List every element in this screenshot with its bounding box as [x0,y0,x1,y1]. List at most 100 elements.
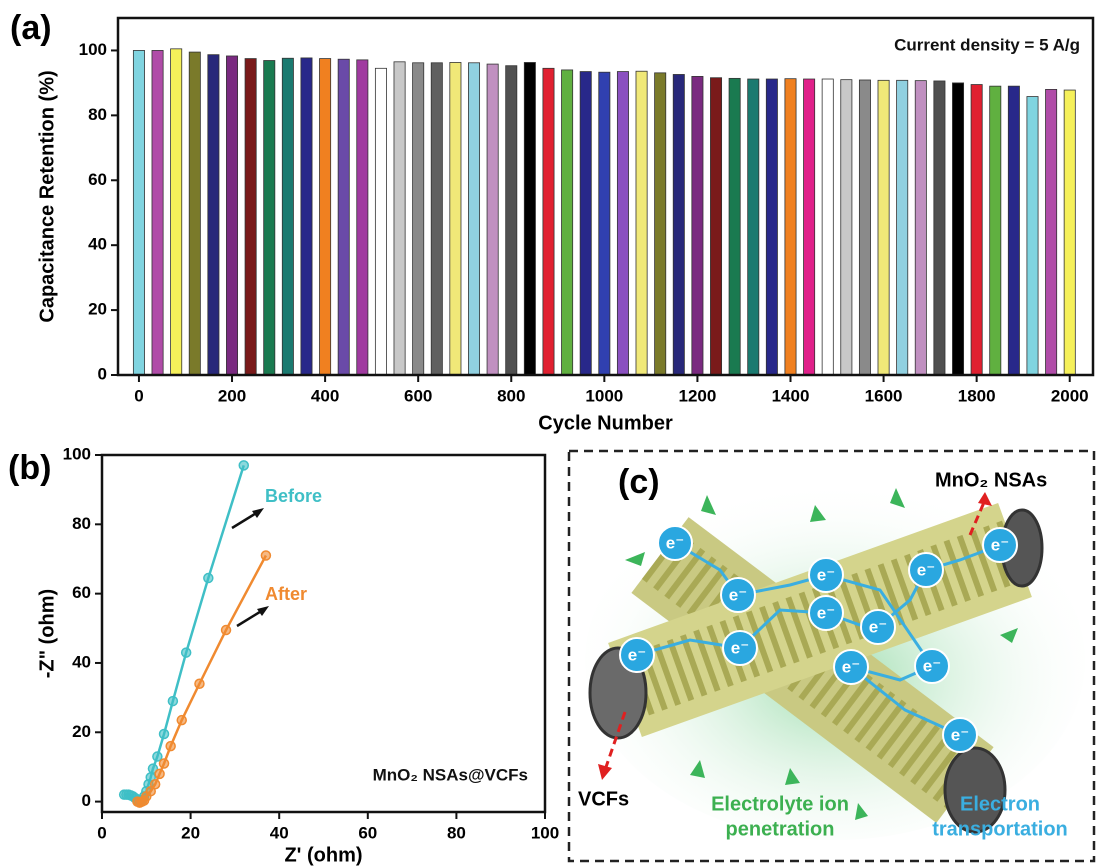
bar [803,78,816,376]
bar [1026,96,1039,376]
bar [486,63,499,376]
y-tick-label: 80 [72,514,91,533]
bar [523,62,536,376]
y-tick-label: 80 [88,105,107,124]
electron-label: e⁻ [666,533,684,552]
bar [952,82,965,376]
bar [598,71,611,376]
point [260,550,272,561]
electron [657,525,693,561]
x-tick-label: 0 [134,386,143,405]
panel-label: (c) [618,463,660,501]
bar [747,78,760,376]
bar [281,57,294,376]
electron-label: e⁻ [917,560,935,579]
electron [722,630,758,666]
x-axis-label: Cycle Number [538,412,673,434]
point [238,460,250,471]
ion-arrows [625,488,1018,820]
x-tick-label: 100 [531,823,559,842]
bar [784,78,797,376]
electron [833,649,869,685]
point [167,695,179,707]
bar [151,50,164,376]
bar [914,80,927,376]
bar [263,60,276,376]
point [149,779,161,790]
transport-label: Electron [960,793,1040,815]
point [176,714,187,726]
bar [877,79,890,376]
electron [720,577,756,613]
bar [542,67,555,376]
bar [561,69,574,376]
x-tick-label: 200 [218,386,246,405]
annotation: Current density = 5 A/g [894,35,1080,54]
arrow-head [252,508,264,518]
panel-label: (a) [10,9,52,47]
bar [654,72,667,376]
bar [244,58,257,376]
bar [1063,89,1076,376]
arrow-head [978,492,992,506]
electron-label: e⁻ [817,565,835,584]
bar [430,62,443,376]
electron [619,637,655,673]
electron-label: e⁻ [923,656,941,675]
y-tick-label: 60 [72,583,91,602]
panel-label: (b) [8,449,51,487]
bar [356,59,369,376]
bar [300,57,313,376]
point [158,758,170,769]
bar [616,71,629,376]
x-tick-label: 20 [181,823,200,842]
bar [449,62,462,376]
bar [579,71,592,376]
y-tick-label: 0 [82,791,91,810]
electron [982,527,1018,563]
bar [393,61,406,376]
y-tick-label: 20 [72,722,91,741]
y-tick-label: 20 [88,300,107,319]
x-tick-label: 400 [311,386,339,405]
point [165,740,176,752]
y-tick-label: 40 [88,235,107,254]
bar [691,76,704,376]
point [180,647,192,658]
electron-label: e⁻ [991,535,1009,554]
x-tick-label: 600 [404,386,432,405]
electron-label: e⁻ [951,725,969,744]
electron-label: e⁻ [842,657,860,676]
bar [765,78,778,376]
electron [808,557,844,593]
bar [207,54,220,376]
vcfs-label: VCFs [578,788,629,810]
electrolyte-label: Electrolyte ion [711,793,849,815]
bar [821,78,834,376]
bar [970,84,983,376]
arrow-head [598,764,612,780]
x-tick-label: 0 [97,823,106,842]
electron [914,648,950,684]
electron-label: e⁻ [817,603,835,622]
x-axis-label: Z' (ohm) [284,844,362,866]
x-tick-label: 1800 [958,386,996,405]
x-tick-label: 1000 [585,386,623,405]
x-tick-label: 1200 [679,386,717,405]
y-tick-label: 100 [63,444,91,463]
bar [337,58,350,376]
bar [840,79,853,376]
bar [728,77,741,376]
bar [412,62,425,376]
electron-label: e⁻ [731,638,749,657]
x-tick-label: 1600 [865,386,903,405]
electron-label: e⁻ [729,585,747,604]
y-axis-label: -Z" (ohm) [36,589,58,678]
y-tick-label: 100 [79,40,107,59]
x-tick-label: 2000 [1051,386,1089,405]
bar [933,80,946,376]
x-tick-label: 40 [270,823,289,842]
bar [989,85,1002,376]
bar [1045,89,1058,376]
electrolyte-label: penetration [726,818,835,840]
